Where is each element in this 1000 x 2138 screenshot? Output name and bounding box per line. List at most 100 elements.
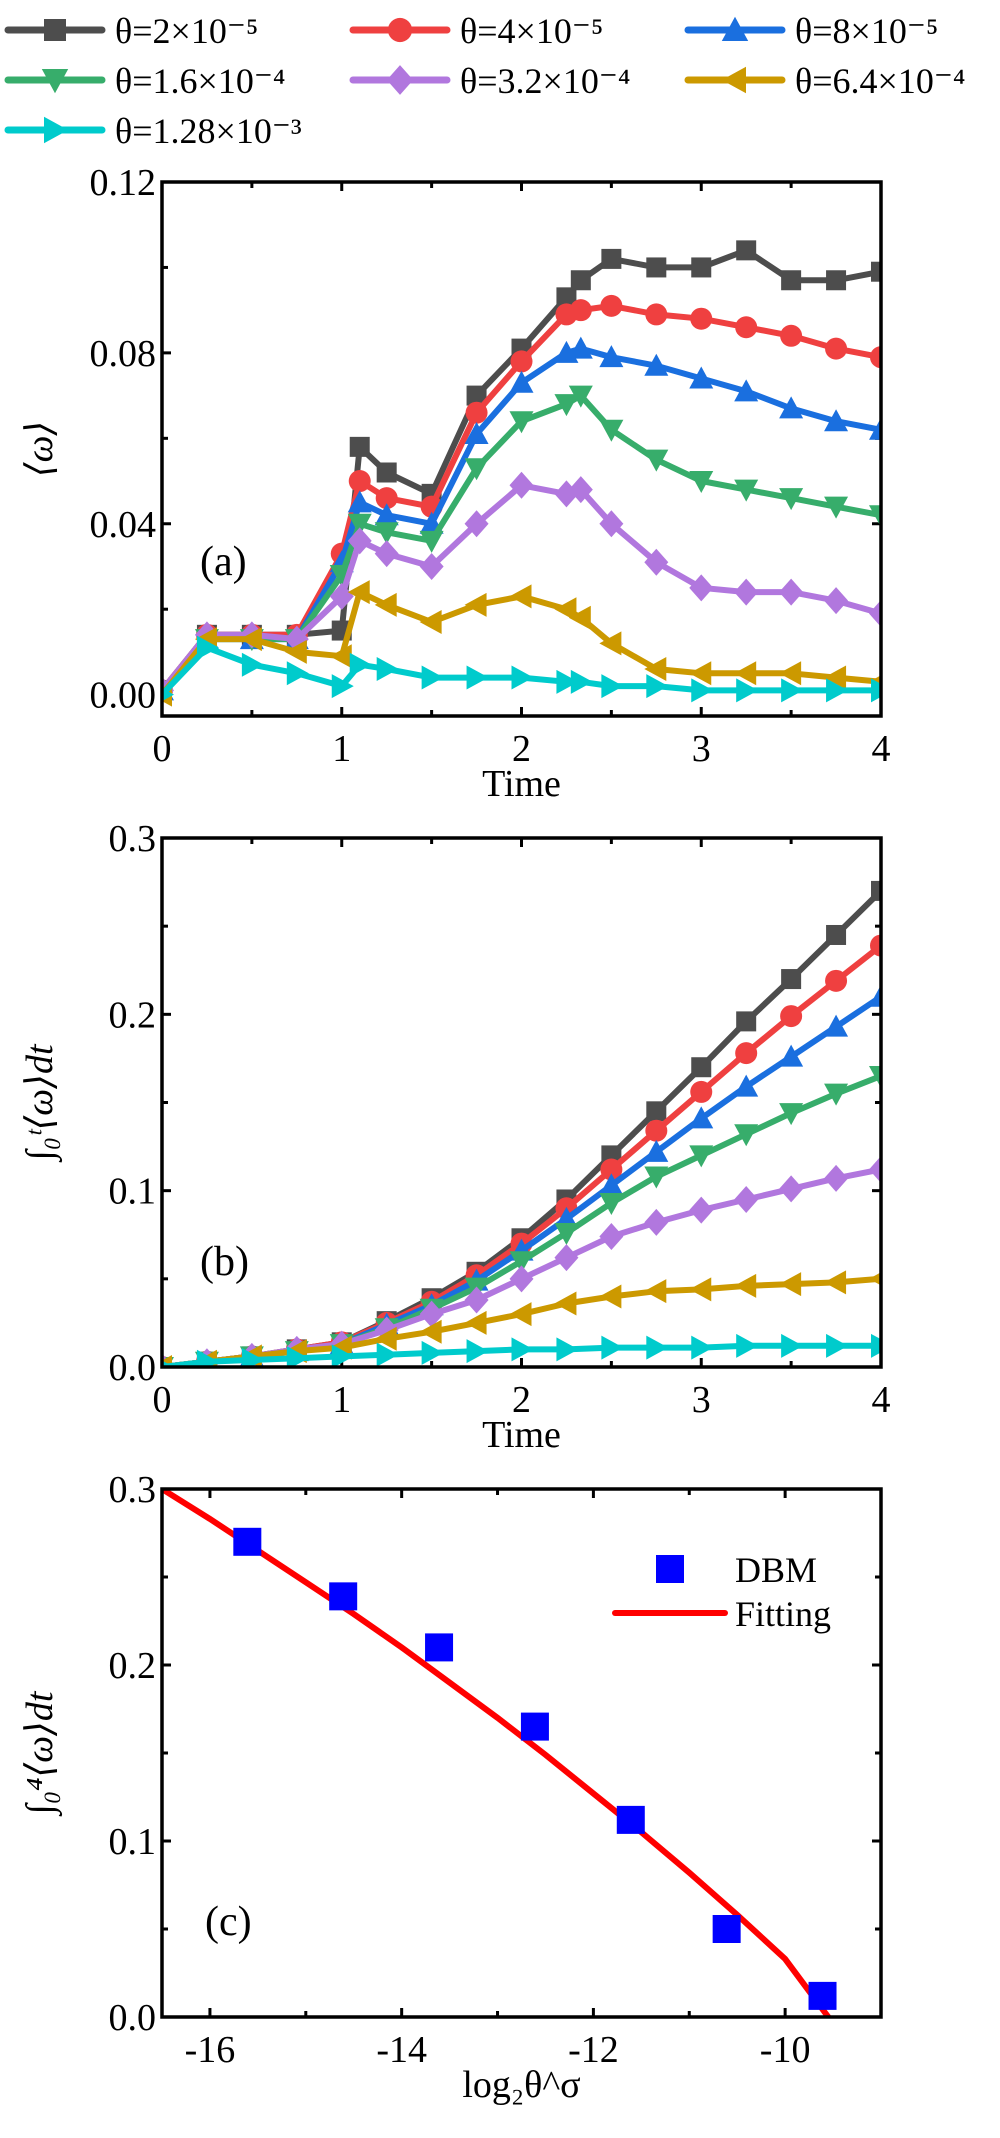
data-point: [780, 1005, 803, 1028]
data-point: [808, 1981, 837, 2010]
data-point: [465, 401, 488, 424]
data-point: [646, 257, 667, 278]
series-line: [162, 888, 881, 1367]
data-point: [520, 1712, 549, 1741]
data-point: [869, 1066, 881, 1089]
data-point: [599, 1284, 622, 1309]
data-point: [689, 1106, 714, 1129]
legend-marker-triangle-down-icon: [41, 69, 69, 94]
legend-label: θ=4×10⁻⁵: [460, 11, 603, 51]
legend-item: θ=3.2×10⁻⁴: [349, 61, 630, 101]
data-point: [568, 605, 591, 630]
data-point: [869, 505, 881, 528]
data-point: [233, 1527, 262, 1556]
x-tick-label: 4: [872, 1379, 891, 1421]
data-point: [871, 880, 881, 901]
data-point: [644, 353, 669, 376]
data-point: [568, 476, 593, 504]
data-point: [554, 1291, 577, 1316]
data-point: [511, 1337, 534, 1362]
data-point: [464, 1286, 489, 1314]
data-point: [869, 417, 881, 440]
data-point: [554, 1222, 579, 1245]
data-point: [466, 385, 487, 406]
panel-label: (b): [200, 1239, 249, 1285]
data-point: [347, 580, 370, 605]
data-point: [329, 644, 352, 669]
data-point: [689, 471, 714, 494]
data-point: [599, 510, 624, 538]
data-point: [425, 1633, 454, 1662]
data-point: [374, 503, 399, 526]
data-point: [599, 419, 624, 442]
y-axis-title: ⟨ω⟩: [19, 421, 61, 477]
data-point: [734, 1074, 759, 1097]
data-point: [644, 657, 667, 682]
data-point: [824, 1083, 849, 1106]
data-point: [568, 336, 593, 359]
data-point: [374, 540, 399, 568]
panel-label: (a): [200, 539, 247, 585]
legend-label: θ=3.2×10⁻⁴: [460, 61, 630, 101]
data-point: [824, 1164, 849, 1192]
data-point: [826, 924, 847, 945]
data-point: [870, 934, 881, 957]
y-tick-label: 0.3: [109, 818, 157, 860]
legend-label: θ=1.6×10⁻⁴: [115, 61, 285, 101]
legend-label: θ=1.28×10⁻³: [115, 111, 302, 151]
data-point: [824, 665, 847, 690]
data-point: [869, 1272, 881, 1286]
data-point: [689, 1196, 714, 1224]
data-point: [419, 1319, 442, 1344]
data-point: [554, 597, 577, 622]
data-point: [869, 599, 881, 627]
data-point: [779, 1103, 804, 1126]
data-point: [644, 1208, 669, 1236]
legend-label: DBM: [735, 1550, 817, 1590]
data-point: [645, 1119, 668, 1142]
x-tick-label: 3: [692, 728, 711, 770]
x-tick-label: -16: [185, 2029, 236, 2071]
y-tick-label: 0.2: [109, 1645, 157, 1687]
data-point: [374, 522, 399, 545]
data-point: [347, 513, 372, 536]
data-point: [375, 487, 398, 510]
x-tick-label: 0: [153, 728, 172, 770]
x-tick-label: -14: [376, 2029, 427, 2071]
data-point: [509, 1302, 532, 1327]
data-point: [824, 496, 849, 519]
data-point: [779, 1272, 802, 1297]
data-point: [689, 661, 712, 686]
data-point: [869, 984, 881, 1007]
x-tick-label: 3: [692, 1379, 711, 1421]
legend-item: θ=1.6×10⁻⁴: [4, 61, 285, 101]
data-point: [556, 1337, 579, 1362]
data-point: [464, 510, 489, 538]
legend-item: θ=1.28×10⁻³: [4, 111, 302, 151]
legend-marker-triangle-up-icon: [721, 16, 749, 41]
data-point: [466, 665, 489, 690]
data-point: [870, 346, 881, 369]
panel-label: (c): [205, 1899, 252, 1945]
fit-line: [162, 1489, 831, 2017]
data-point: [824, 1270, 847, 1295]
data-point: [421, 1340, 444, 1365]
data-point: [599, 1223, 624, 1251]
data-point: [419, 1300, 444, 1328]
data-point: [286, 661, 309, 686]
data-point: [329, 582, 354, 610]
data-point: [510, 350, 533, 373]
legend-item: θ=4×10⁻⁵: [349, 11, 603, 51]
data-point: [734, 1124, 759, 1147]
data-point: [464, 422, 489, 445]
data-point: [376, 657, 399, 682]
y-tick-label: 0.08: [90, 333, 157, 375]
data-point: [349, 436, 370, 457]
data-point: [781, 969, 802, 990]
data-point: [689, 574, 714, 602]
data-point: [734, 479, 759, 502]
data-point: [599, 1173, 624, 1196]
data-point: [825, 969, 848, 992]
y-tick-label: 0.2: [109, 994, 157, 1036]
